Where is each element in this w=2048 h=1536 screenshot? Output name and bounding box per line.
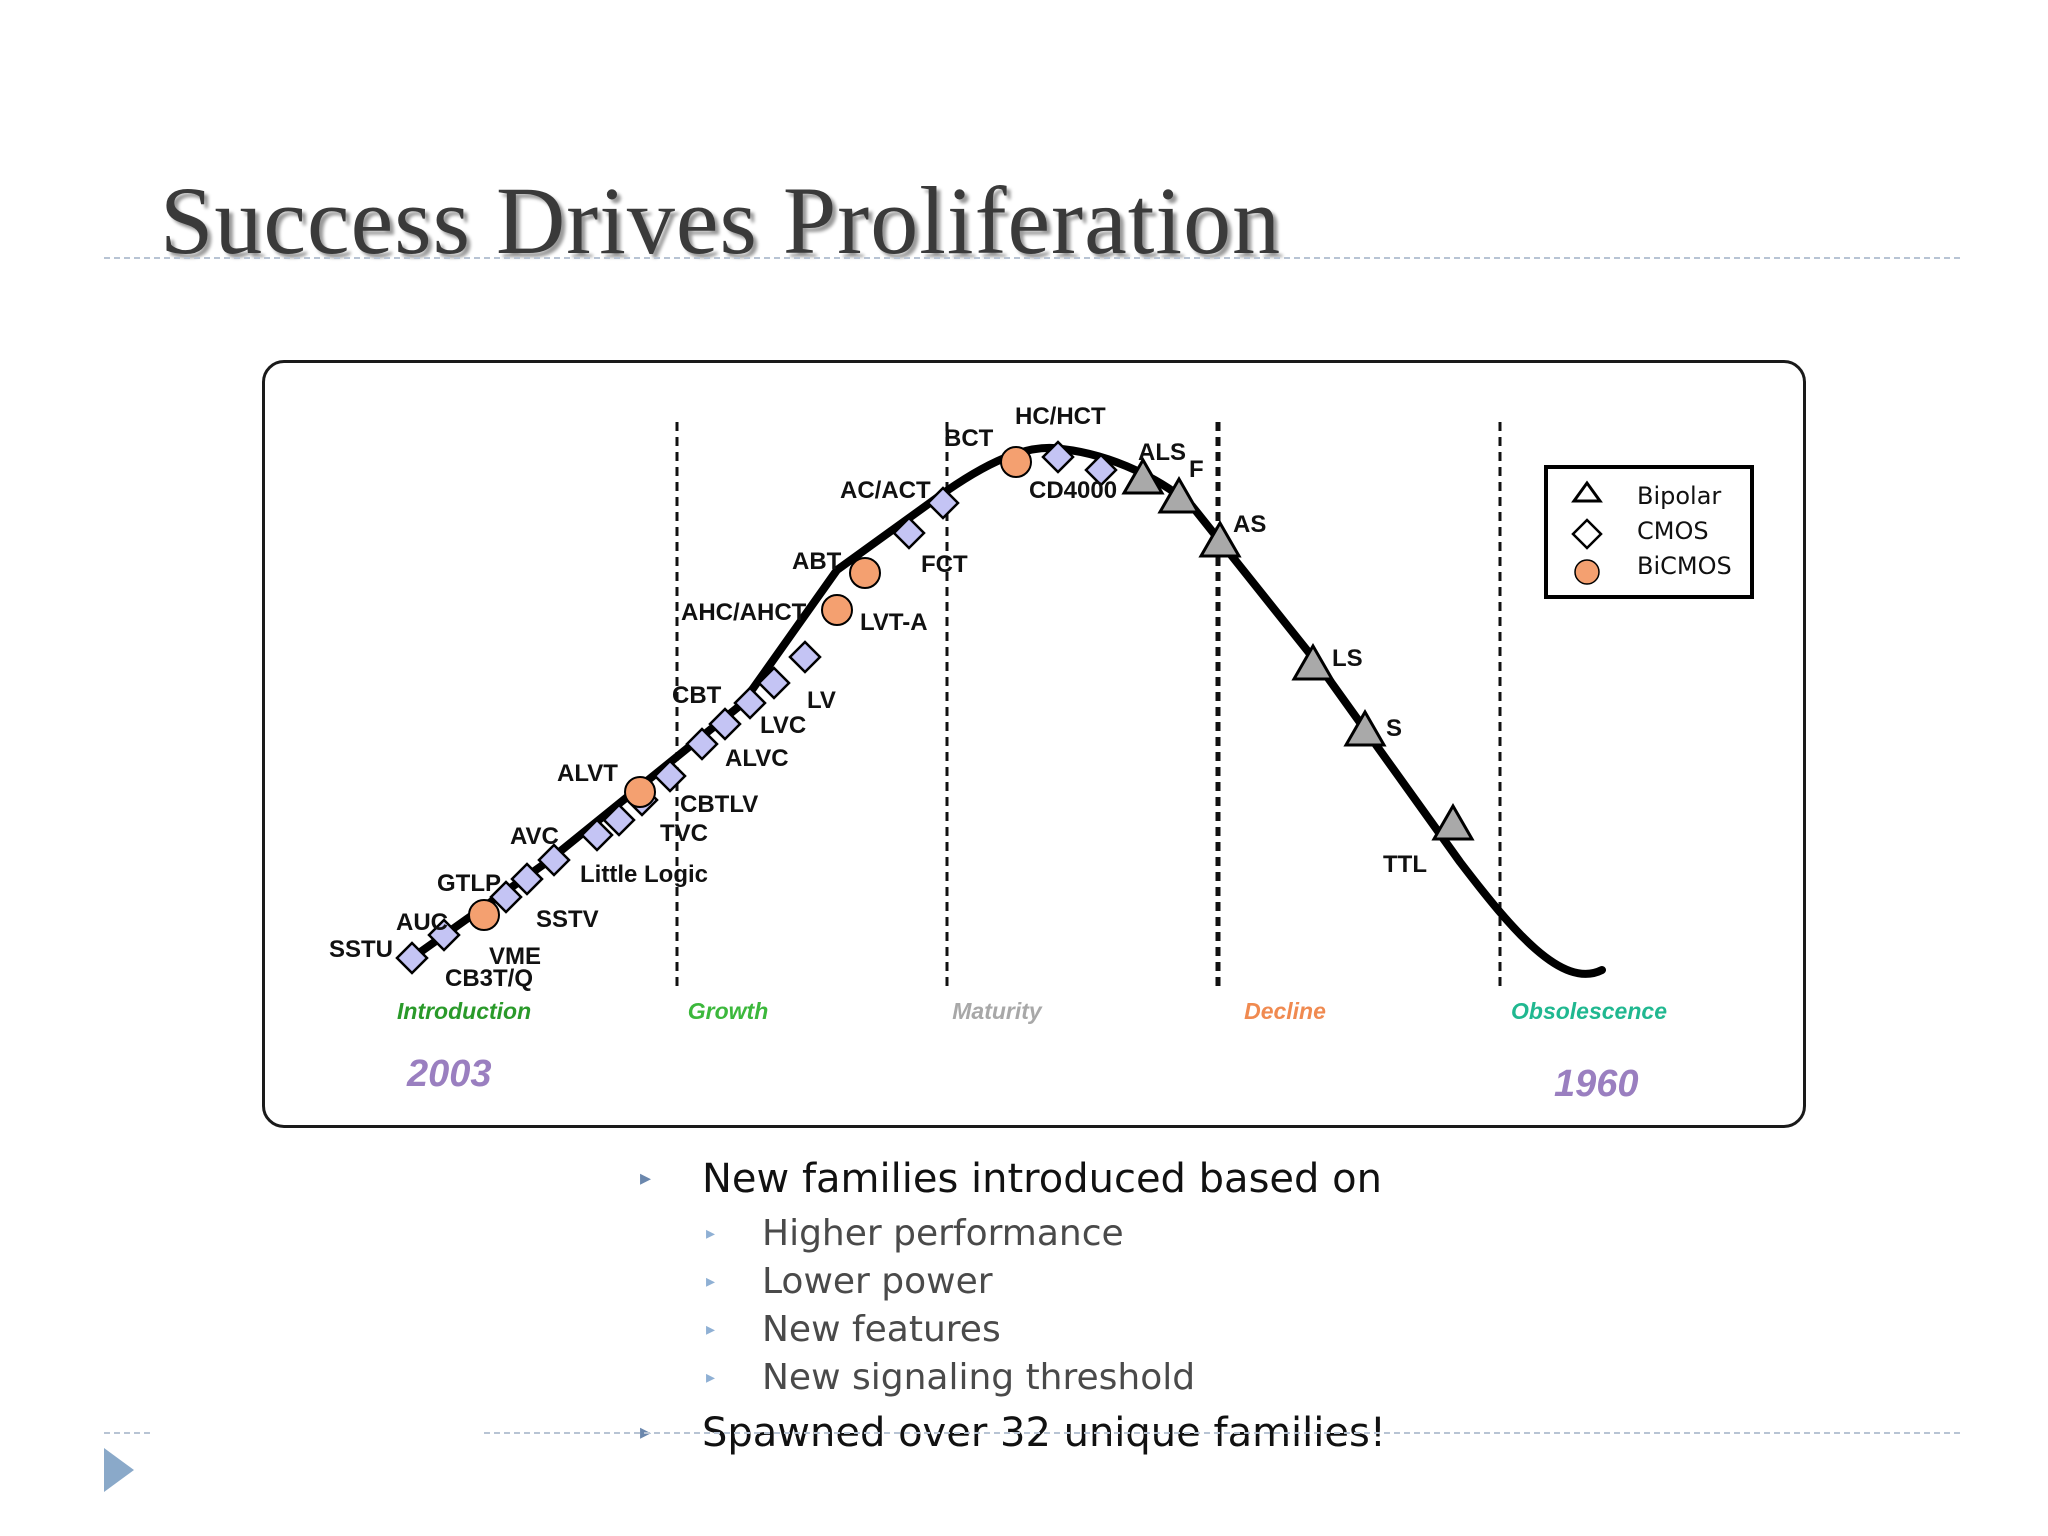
sub-bullet-arrow-icon: ▸: [706, 1319, 716, 1340]
label-bct: BCT: [944, 425, 994, 452]
marker-lv: [757, 666, 791, 700]
lifecycle-curve: [408, 443, 1606, 978]
marker-alvc: [685, 727, 719, 761]
title-divider: [104, 257, 1960, 259]
marker-ahc-ahct: [788, 640, 822, 674]
phase-labels: Introduction Growth Maturity Decline Obs…: [397, 998, 1667, 1024]
label-as: AS: [1233, 511, 1266, 538]
marker-little-logic: [602, 803, 636, 837]
bullet-list: ▸ New families introduced based on ▸ Higher…: [640, 1148, 1740, 1464]
label-ac-act: AC/ACT: [840, 477, 931, 504]
year-end: 1960: [1554, 1063, 1639, 1105]
label-cbt: CBT: [672, 682, 722, 709]
legend-label-cmos: CMOS: [1637, 517, 1709, 545]
legend: Bipolar CMOS BiCMOS: [1544, 465, 1754, 599]
legend-label-bicmos: BiCMOS: [1637, 552, 1732, 580]
label-f: F: [1189, 456, 1204, 483]
label-cbtlv: CBTLV: [680, 791, 758, 818]
label-cb3t-q: CB3T/Q: [445, 965, 533, 992]
label-auc: AUC: [396, 909, 448, 936]
sub-bullet-arrow-icon: ▸: [706, 1223, 716, 1244]
marker-vme: [489, 880, 523, 914]
bullet-arrow-icon: ▸: [640, 1166, 652, 1191]
phase-label-growth: Growth: [688, 998, 769, 1024]
sub-bullet-item: ▸ New signaling threshold: [640, 1354, 1740, 1402]
bullet-item: ▸ New families introduced based on: [640, 1148, 1740, 1210]
legend-diamond-icon: [1571, 518, 1603, 550]
label-avc: AVC: [510, 823, 559, 850]
marker-as: [1198, 519, 1242, 558]
phase-label-obsolescence: Obsolescence: [1511, 998, 1667, 1024]
label-lvt-a: LVT-A: [860, 609, 928, 636]
marker-abt: [849, 557, 881, 589]
sub-bullet-text: New signaling threshold: [762, 1357, 1196, 1398]
sub-bullet-text: Higher performance: [762, 1213, 1124, 1254]
marker-hc-hct: [1041, 440, 1075, 474]
marker-alvt: [624, 776, 656, 808]
slide-title: Success Drives Proliferation: [160, 167, 1282, 274]
label-alvt: ALVT: [557, 760, 618, 787]
sub-bullet-item: ▸ Lower power: [640, 1258, 1740, 1306]
marker-lvc: [708, 707, 742, 741]
legend-circle-icon: [1574, 559, 1600, 585]
sub-bullet-arrow-icon: ▸: [706, 1271, 716, 1292]
year-start: 2003: [406, 1053, 492, 1095]
legend-triangle-icon: [1571, 480, 1603, 503]
family-markers: [395, 440, 1475, 975]
label-vme: VME: [489, 943, 541, 970]
sub-bullet-list: ▸ Higher performance ▸ Lower power ▸ New feat…: [640, 1210, 1740, 1402]
bullet-text: New families introduced based on: [702, 1156, 1382, 1202]
legend-label-bipolar: Bipolar: [1637, 482, 1721, 510]
label-fct: FCT: [921, 551, 968, 578]
label-lv: LV: [807, 687, 836, 714]
label-ls: LS: [1332, 645, 1363, 672]
next-slide-arrow-icon: [104, 1448, 134, 1492]
marker-sstu: [395, 941, 429, 975]
label-als: ALS: [1138, 439, 1186, 466]
marker-avc: [580, 818, 614, 852]
footer-divider: [104, 1432, 1960, 1434]
sub-bullet-text: New features: [762, 1309, 1001, 1350]
marker-auc: [468, 899, 500, 931]
marker-ac-act: [926, 486, 960, 520]
marker-bct: [1000, 446, 1032, 478]
marker-s: [1343, 708, 1387, 747]
marker-cbtlv: [653, 759, 687, 793]
sub-bullet-item: ▸ Higher performance: [640, 1210, 1740, 1258]
label-lvc: LVC: [760, 712, 806, 739]
label-sstv: SSTV: [536, 906, 599, 933]
label-little-logic: Little Logic: [580, 861, 708, 888]
label-ttl: TTL: [1383, 851, 1427, 878]
label-hc-hct: HC/HCT: [1015, 403, 1106, 430]
phase-label-maturity: Maturity: [952, 998, 1043, 1024]
sub-bullet-item: ▸ New features: [640, 1306, 1740, 1354]
label-alvc: ALVC: [725, 745, 789, 772]
family-labels: SSTU CB3T/Q AUC VME GTLP SSTV AVC Little Logic T…: [329, 403, 1427, 992]
label-ahc-ahct: AHC/AHCT: [681, 599, 807, 626]
marker-als: [1121, 456, 1165, 495]
label-abt: ABT: [792, 548, 842, 575]
marker-f: [1157, 475, 1201, 514]
lifecycle-diagram: SSTU CB3T/Q AUC VME GTLP SSTV AVC Little Logic T…: [329, 403, 1754, 1105]
marker-cd4000: [1084, 453, 1118, 487]
marker-ttl: [1431, 802, 1475, 841]
label-gtlp: GTLP: [437, 870, 501, 897]
marker-ls: [1291, 642, 1335, 681]
marker-gtlp: [510, 862, 544, 896]
marker-lvt-a: [821, 594, 853, 626]
phase-label-decline: Decline: [1244, 998, 1326, 1024]
marker-cbt: [733, 686, 767, 720]
label-s: S: [1386, 715, 1402, 742]
marker-cb3t-q: [427, 918, 461, 952]
sub-bullet-text: Lower power: [762, 1261, 993, 1302]
marker-fct: [892, 516, 926, 550]
sub-bullet-arrow-icon: ▸: [706, 1367, 716, 1388]
marker-sstv: [537, 843, 571, 877]
label-sstu: SSTU: [329, 936, 393, 963]
label-tvc: TVC: [660, 820, 708, 847]
phase-label-introduction: Introduction: [397, 998, 531, 1024]
label-cd4000: CD4000: [1029, 477, 1117, 504]
